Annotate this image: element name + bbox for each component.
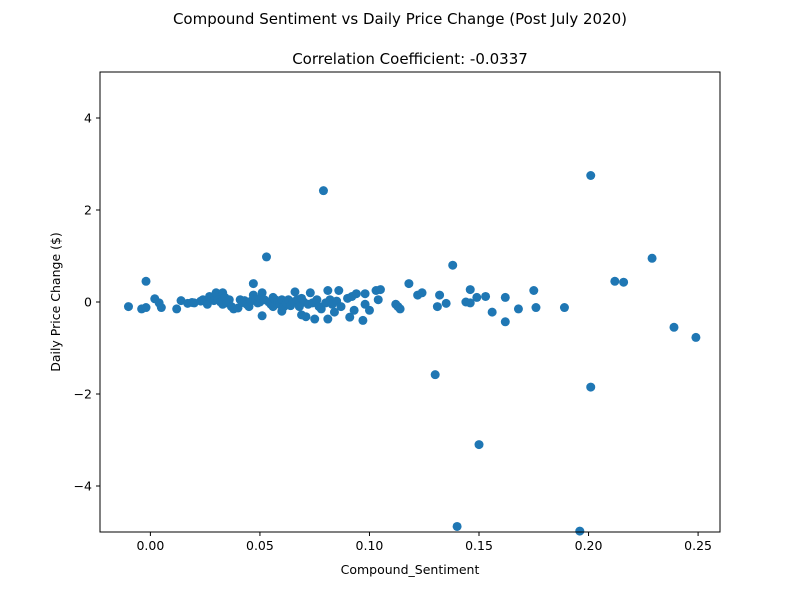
data-point xyxy=(529,286,539,295)
data-point xyxy=(375,285,385,295)
x-axis-label: Compound_Sentiment xyxy=(341,562,480,577)
data-point xyxy=(305,288,315,298)
data-point xyxy=(334,286,344,295)
x-tick-label: 0.20 xyxy=(575,538,603,553)
data-point xyxy=(417,288,427,298)
y-axis-ticks: −4 −2 0 2 4 xyxy=(74,111,100,494)
data-point xyxy=(224,295,234,305)
data-point xyxy=(329,307,339,317)
data-point xyxy=(432,302,442,312)
data-point xyxy=(141,276,151,286)
y-tick-label: 0 xyxy=(84,295,92,310)
data-point xyxy=(312,295,322,305)
data-point xyxy=(472,292,482,302)
data-point xyxy=(290,287,300,297)
x-axis-ticks: 0.00 0.05 0.10 0.15 0.20 0.25 xyxy=(136,532,712,553)
data-point xyxy=(465,298,475,308)
data-point xyxy=(323,286,333,295)
x-tick-label: 0.00 xyxy=(136,538,164,553)
data-point xyxy=(435,290,445,300)
data-point xyxy=(336,302,346,312)
data-point xyxy=(349,305,359,315)
data-point xyxy=(513,304,523,314)
data-point xyxy=(373,295,383,305)
data-point xyxy=(172,304,182,314)
data-point xyxy=(647,253,657,263)
x-tick-label: 0.15 xyxy=(465,538,493,553)
x-tick-label: 0.05 xyxy=(246,538,274,553)
data-point xyxy=(430,370,440,380)
data-point xyxy=(500,317,510,327)
data-point xyxy=(351,289,361,299)
data-point xyxy=(156,303,166,313)
chart-suptitle: Compound Sentiment vs Daily Price Change… xyxy=(173,10,627,28)
data-point xyxy=(669,322,679,332)
data-point xyxy=(586,382,596,392)
data-point xyxy=(262,252,271,262)
data-point xyxy=(211,288,221,298)
x-tick-label: 0.10 xyxy=(356,538,384,553)
data-point xyxy=(310,314,320,324)
x-tick-label: 0.25 xyxy=(684,538,712,553)
data-point xyxy=(360,289,370,299)
data-point xyxy=(481,291,491,301)
data-point xyxy=(586,171,596,180)
data-point xyxy=(345,312,355,322)
data-point xyxy=(301,312,311,322)
chart-title: Correlation Coefficient: -0.0337 xyxy=(292,50,528,68)
data-point xyxy=(404,279,414,289)
data-point xyxy=(257,311,267,321)
data-point xyxy=(691,332,701,342)
data-point xyxy=(364,305,374,315)
y-tick-label: −4 xyxy=(74,479,92,494)
data-point xyxy=(248,279,258,289)
data-point xyxy=(500,292,510,302)
data-point xyxy=(323,314,333,324)
data-point xyxy=(575,526,585,536)
data-point xyxy=(531,303,541,313)
data-point xyxy=(474,440,484,450)
data-point xyxy=(487,307,497,317)
data-point xyxy=(141,303,151,313)
data-point xyxy=(610,276,620,286)
data-point xyxy=(358,315,368,325)
y-axis-label: Daily Price Change ($) xyxy=(48,232,63,372)
data-point xyxy=(123,302,133,312)
data-point xyxy=(452,521,462,531)
data-point xyxy=(559,303,569,313)
y-tick-label: 2 xyxy=(84,203,92,218)
data-point xyxy=(395,304,405,314)
data-point xyxy=(257,288,267,298)
data-point xyxy=(465,285,475,295)
data-point xyxy=(441,298,451,308)
data-point xyxy=(619,277,629,287)
data-point xyxy=(318,186,328,196)
data-point xyxy=(448,260,458,270)
y-tick-label: 4 xyxy=(84,111,92,126)
data-points xyxy=(123,171,701,536)
y-tick-label: −2 xyxy=(74,387,92,402)
